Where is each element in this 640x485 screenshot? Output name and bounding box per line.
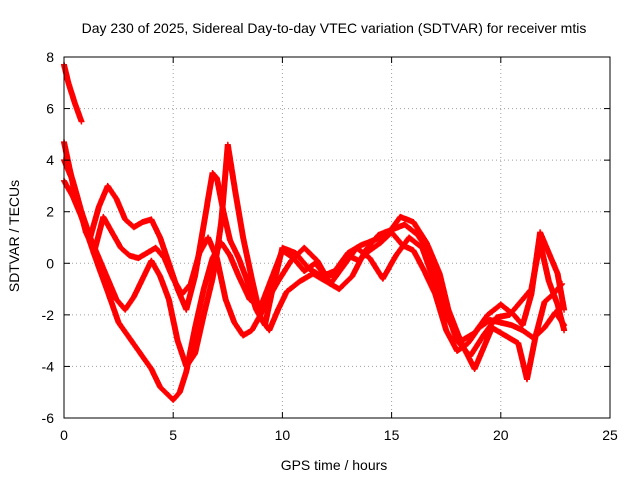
x-tick-label: 0 — [60, 427, 68, 443]
y-tick-label: 0 — [46, 255, 54, 271]
x-tick-label: 5 — [169, 427, 177, 443]
y-tick-label: 4 — [46, 152, 54, 168]
y-axis-label: SDTVAR / TECUs — [6, 180, 22, 292]
series-marks-track-a — [61, 61, 85, 125]
x-tick-label: 15 — [384, 427, 400, 443]
series-track-a — [61, 61, 85, 125]
data-layer — [61, 61, 568, 403]
y-tick-label: -6 — [42, 410, 55, 426]
axis-layer: 0 5 10 15 20 25 -6 -4 -2 0 2 4 6 8 — [42, 49, 618, 443]
series-track-e — [65, 162, 568, 344]
chart-title: Day 230 of 2025, Sidereal Day-to-day VTE… — [82, 20, 587, 36]
y-tick-label: 8 — [46, 49, 54, 65]
x-tick-label: 20 — [493, 427, 509, 443]
x-tick-label: 10 — [275, 427, 291, 443]
y-tick-label: -2 — [42, 307, 55, 323]
grid-layer — [64, 57, 610, 418]
y-tick-label: -4 — [42, 358, 55, 374]
x-tick-label: 25 — [602, 427, 618, 443]
y-tick-label: 2 — [46, 204, 54, 220]
series-marks-track-e — [65, 162, 568, 344]
plot-frame — [63, 56, 611, 419]
x-axis-label: GPS time / hours — [281, 457, 388, 473]
y-tick-label: 6 — [46, 101, 54, 117]
